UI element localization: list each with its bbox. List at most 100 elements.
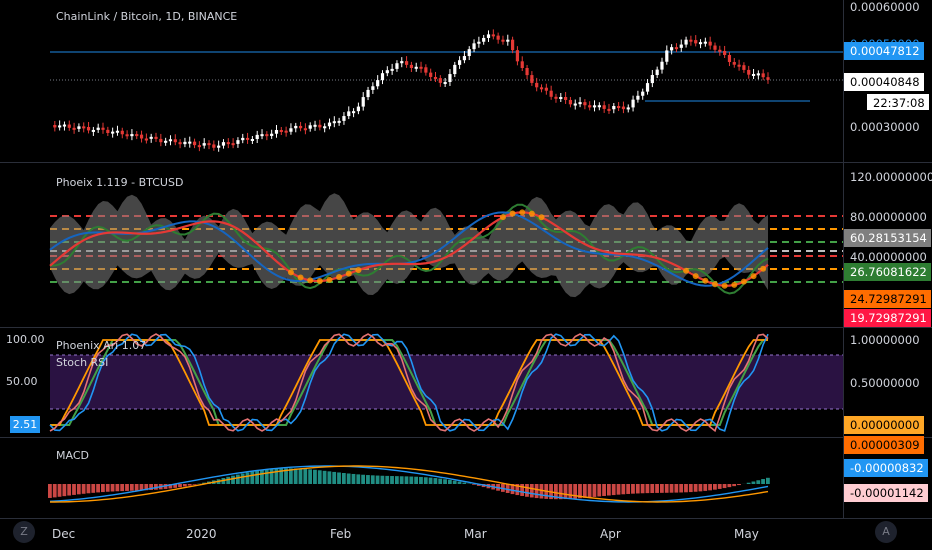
macd-histogram-bar (81, 484, 86, 494)
candle (573, 103, 577, 106)
macd-histogram-bar (727, 484, 732, 488)
candle (535, 82, 539, 88)
macd-histogram-bar (669, 484, 674, 493)
current-price-tag: 0.00040848 (844, 73, 924, 91)
symbol-title[interactable]: ChainLink / Bitcoin, 1D, BINANCE (56, 10, 238, 23)
candle (289, 128, 293, 132)
phoenix-blue-line (49, 211, 769, 287)
phoenix-dot (683, 267, 690, 274)
macd-histogram-bar (187, 484, 192, 486)
candle (559, 97, 563, 100)
time-axis-label: Apr (600, 527, 621, 541)
pane-separator[interactable] (0, 437, 932, 438)
stoch-red-line (49, 333, 769, 433)
macd-histogram-bar (693, 484, 698, 492)
phoenix-dot (307, 277, 314, 284)
candle (101, 127, 105, 130)
candle (457, 60, 462, 65)
macd-histogram-bar (611, 484, 616, 496)
candle (125, 134, 129, 137)
phoenix-indicator-title[interactable]: Phoeix 1.119 - BTCUSD (56, 176, 184, 189)
ari-left-value-tag: 2.51 (10, 416, 40, 433)
stoch-blue-line (49, 333, 769, 432)
macd-histogram-bar (433, 478, 438, 484)
phoenix-value-tag: 26.76081622 (844, 263, 931, 281)
ari-left-axis-label: 100.00 (6, 333, 45, 346)
macd-histogram-bar (423, 477, 428, 484)
ari-left-axis-label: 50.00 (6, 375, 38, 388)
candle (645, 83, 650, 92)
macd-histogram-bar (235, 474, 240, 484)
ari-indicator-title[interactable]: Phoenix Ari 1.07 (56, 339, 147, 352)
candle (371, 86, 375, 90)
macd-histogram-bar (592, 484, 597, 497)
macd-histogram-bar (370, 475, 375, 484)
macd-histogram-bar (534, 484, 539, 499)
candle (568, 99, 573, 105)
macd-histogram-bar (269, 468, 274, 484)
macd-histogram-bar (231, 475, 235, 484)
candle (698, 42, 703, 45)
phoenix-dot (731, 281, 738, 288)
macd-histogram-bar (67, 484, 72, 496)
macd-histogram-bar (766, 477, 770, 484)
candle (631, 99, 635, 108)
timezone-button[interactable]: Z (13, 521, 35, 543)
macd-histogram-bar (337, 472, 341, 484)
candle (751, 73, 756, 76)
price-pane (50, 29, 843, 152)
macd-histogram-bar (255, 470, 260, 484)
macd-histogram-bar (375, 475, 380, 484)
candle (592, 105, 597, 108)
macd-indicator-title[interactable]: MACD (56, 449, 89, 462)
candle (756, 73, 760, 76)
macd-histogram-bar (110, 484, 115, 492)
macd-histogram-bar (520, 484, 525, 496)
candle (530, 75, 534, 83)
macd-histogram-bar (192, 484, 197, 485)
candle (159, 138, 163, 143)
candle (665, 50, 669, 62)
phoenix-dot (509, 210, 516, 217)
phoenix-value-tag: 19.72987291 (844, 309, 931, 327)
price-axis-label: 0.00060000 (850, 0, 920, 14)
candle (501, 39, 505, 42)
pane-separator[interactable] (0, 162, 932, 163)
candle (298, 125, 303, 129)
candle (429, 72, 433, 77)
candle (602, 105, 606, 109)
candle (265, 134, 269, 137)
candle (419, 66, 423, 69)
candle (294, 125, 298, 129)
candle (149, 136, 153, 139)
macd-histogram-bar (245, 472, 250, 484)
macd-histogram-bar (96, 484, 100, 493)
candle (626, 107, 630, 110)
candle (520, 61, 524, 68)
phoenix-dot (336, 274, 343, 281)
candle (111, 131, 115, 134)
candle (674, 47, 679, 50)
candle (708, 41, 712, 46)
phoenix-axis-label: 40.00000000 (850, 250, 927, 264)
time-axis-label: Dec (52, 527, 76, 541)
candle (173, 139, 177, 143)
macd-histogram-bar (62, 484, 67, 497)
macd-histogram-bar (298, 468, 303, 484)
macd-histogram-bar (655, 484, 659, 493)
phoenix-axis-label: 120.00000000 (850, 170, 932, 184)
candle (650, 75, 654, 84)
chart-canvas[interactable] (0, 0, 932, 518)
phoenix-dot (287, 269, 294, 276)
macd-value-tag: -0.00000832 (844, 459, 928, 477)
macd-histogram-bar (621, 484, 626, 495)
auto-scale-button[interactable]: A (875, 521, 897, 543)
macd-histogram-bar (154, 484, 158, 490)
phoenix-value-tag: 24.72987291 (844, 290, 931, 308)
candle (303, 128, 307, 131)
macd-histogram-bar (356, 474, 361, 484)
macd-histogram-bar (260, 470, 264, 484)
pane-separator[interactable] (0, 327, 932, 328)
macd-histogram-bar (443, 479, 447, 484)
macd-histogram-bar (125, 484, 129, 491)
